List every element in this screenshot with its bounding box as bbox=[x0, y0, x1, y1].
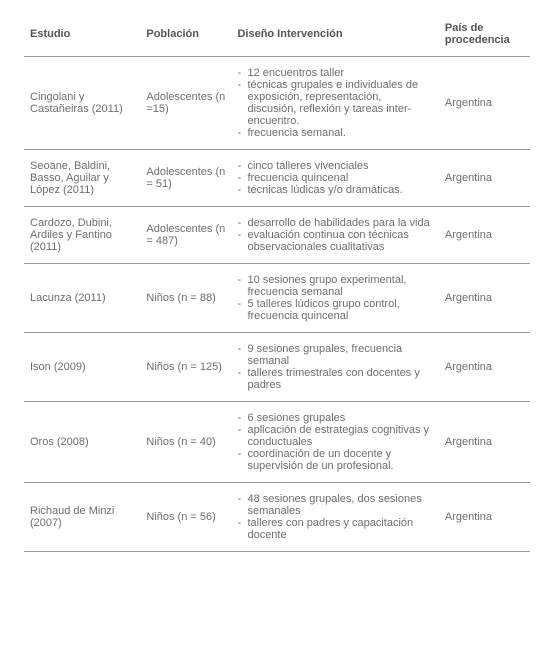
cell-diseno: 12 encuentros tallertécnicas grupales e … bbox=[231, 57, 438, 150]
diseno-item: 48 sesiones grupales, dos sesiones seman… bbox=[237, 493, 432, 517]
cell-pais: Argentina bbox=[439, 483, 530, 552]
cell-pais: Argentina bbox=[439, 333, 530, 402]
table-row: Cingolani y Castañeiras (2011)Adolescent… bbox=[24, 57, 530, 150]
diseno-item: evaluación continua con técnicas observa… bbox=[237, 229, 432, 253]
cell-poblacion: Adolescentes (n =15) bbox=[140, 57, 231, 150]
table-row: Seoane, Baldini, Basso, Aguilar y López … bbox=[24, 150, 530, 207]
cell-estudio: Cardozo, Dubini, Ardiles y Fantino (2011… bbox=[24, 207, 140, 264]
table-row: Oros (2008)Niños (n = 40)6 sesiones grup… bbox=[24, 402, 530, 483]
cell-diseno: 9 sesiones grupales, frecuencia semanalt… bbox=[231, 333, 438, 402]
diseno-item: 12 encuentros taller bbox=[237, 67, 432, 79]
cell-estudio: Ison (2009) bbox=[24, 333, 140, 402]
cell-estudio: Lacunza (2011) bbox=[24, 264, 140, 333]
col-header-pais: País de procedencia bbox=[439, 14, 530, 57]
cell-estudio: Seoane, Baldini, Basso, Aguilar y López … bbox=[24, 150, 140, 207]
diseno-item: 9 sesiones grupales, frecuencia semanal bbox=[237, 343, 432, 367]
table-row: Lacunza (2011)Niños (n = 88)10 sesiones … bbox=[24, 264, 530, 333]
cell-estudio: Richaud de Minzi (2007) bbox=[24, 483, 140, 552]
diseno-item: frecuencia quincenal bbox=[237, 172, 432, 184]
cell-pais: Argentina bbox=[439, 207, 530, 264]
cell-pais: Argentina bbox=[439, 264, 530, 333]
diseno-item: 6 sesiones grupales bbox=[237, 412, 432, 424]
cell-pais: Argentina bbox=[439, 57, 530, 150]
cell-poblacion: Niños (n = 125) bbox=[140, 333, 231, 402]
cell-diseno: 6 sesiones grupalesaplicación de estrate… bbox=[231, 402, 438, 483]
diseno-item: técnicas grupales e individuales de expo… bbox=[237, 79, 432, 127]
col-header-estudio: Estudio bbox=[24, 14, 140, 57]
diseno-item: 10 sesiones grupo experimental, frecuenc… bbox=[237, 274, 432, 298]
diseno-item: aplicación de estrategias cognitivas y c… bbox=[237, 424, 432, 448]
cell-diseno: 10 sesiones grupo experimental, frecuenc… bbox=[231, 264, 438, 333]
table-row: Richaud de Minzi (2007)Niños (n = 56)48 … bbox=[24, 483, 530, 552]
diseno-item: talleres trimestrales con docentes y pad… bbox=[237, 367, 432, 391]
studies-table: Estudio Población Diseño Intervención Pa… bbox=[24, 14, 530, 552]
cell-poblacion: Adolescentes (n = 51) bbox=[140, 150, 231, 207]
cell-diseno: 48 sesiones grupales, dos sesiones seman… bbox=[231, 483, 438, 552]
diseno-item: cinco talleres vivenciales bbox=[237, 160, 432, 172]
cell-poblacion: Niños (n = 56) bbox=[140, 483, 231, 552]
diseno-item: talleres con padres y capacitación docen… bbox=[237, 517, 432, 541]
cell-poblacion: Niños (n = 40) bbox=[140, 402, 231, 483]
diseno-item: coordinación de un docente y supervisión… bbox=[237, 448, 432, 472]
cell-estudio: Cingolani y Castañeiras (2011) bbox=[24, 57, 140, 150]
diseno-item: desarrollo de habilidades para la vida bbox=[237, 217, 432, 229]
col-header-poblacion: Población bbox=[140, 14, 231, 57]
cell-estudio: Oros (2008) bbox=[24, 402, 140, 483]
diseno-item: frecuencia semanal. bbox=[237, 127, 432, 139]
cell-poblacion: Niños (n = 88) bbox=[140, 264, 231, 333]
col-header-diseno: Diseño Intervención bbox=[231, 14, 438, 57]
table-row: Ison (2009)Niños (n = 125)9 sesiones gru… bbox=[24, 333, 530, 402]
cell-diseno: desarrollo de habilidades para la vidaev… bbox=[231, 207, 438, 264]
cell-diseno: cinco talleres vivencialesfrecuencia qui… bbox=[231, 150, 438, 207]
cell-poblacion: Adolescentes (n = 487) bbox=[140, 207, 231, 264]
table-row: Cardozo, Dubini, Ardiles y Fantino (2011… bbox=[24, 207, 530, 264]
cell-pais: Argentina bbox=[439, 150, 530, 207]
diseno-item: técnicas lúdicas y/o dramáticas. bbox=[237, 184, 432, 196]
diseno-item: 5 talleres lúdicos grupo control, frecue… bbox=[237, 298, 432, 322]
cell-pais: Argentina bbox=[439, 402, 530, 483]
table-header-row: Estudio Población Diseño Intervención Pa… bbox=[24, 14, 530, 57]
